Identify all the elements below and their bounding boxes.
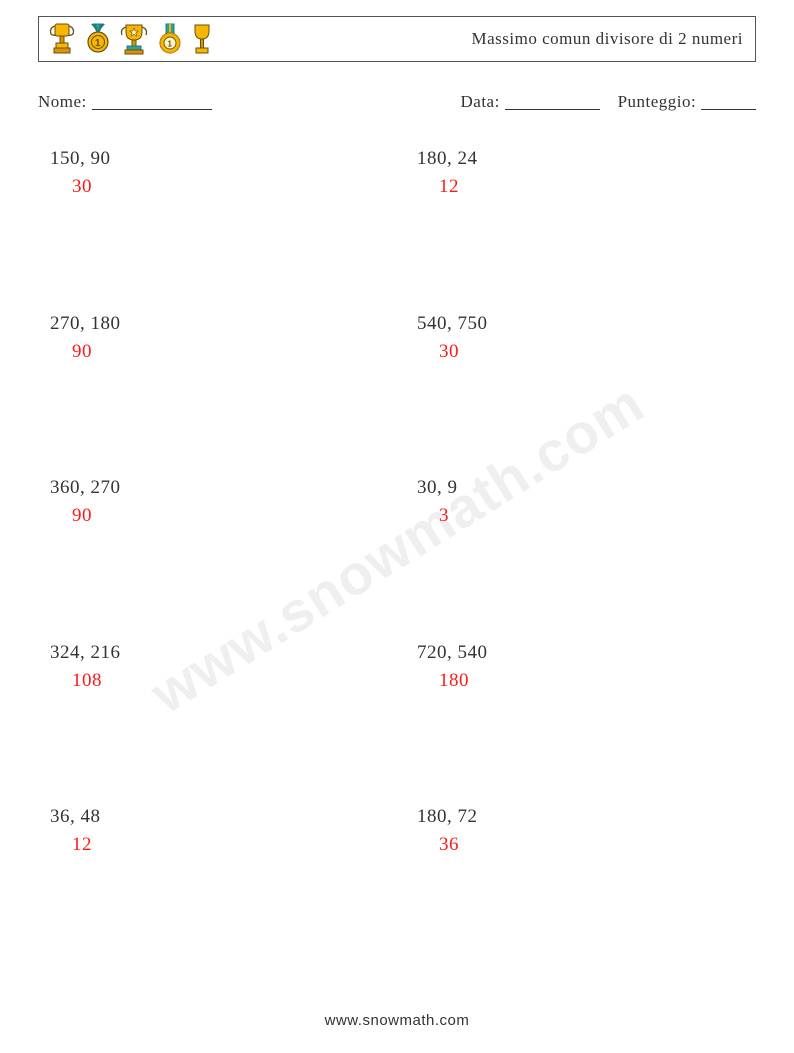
problem-question: 720, 540 bbox=[417, 642, 744, 664]
problem-answer: 108 bbox=[50, 670, 377, 692]
trophy-handles-icon bbox=[47, 22, 77, 56]
worksheet-title: Massimo comun divisore di 2 numeri bbox=[471, 29, 743, 49]
problem-item: 36, 48 12 bbox=[50, 798, 377, 963]
data-blank[interactable] bbox=[505, 93, 600, 110]
header-box: 1 bbox=[38, 16, 756, 62]
problem-question: 360, 270 bbox=[50, 477, 377, 499]
problem-item: 30, 9 3 bbox=[417, 469, 744, 634]
problem-question: 540, 750 bbox=[417, 313, 744, 335]
problem-item: 150, 90 30 bbox=[50, 140, 377, 305]
problem-answer: 90 bbox=[50, 341, 377, 363]
problem-question: 180, 72 bbox=[417, 806, 744, 828]
medal-icon: 1 bbox=[85, 22, 111, 56]
problem-question: 30, 9 bbox=[417, 477, 744, 499]
problem-item: 270, 180 90 bbox=[50, 305, 377, 470]
goblet-icon bbox=[191, 22, 213, 56]
punteggio-label: Punteggio: bbox=[618, 92, 697, 111]
trophy-star-icon bbox=[119, 22, 149, 56]
problem-answer: 180 bbox=[417, 670, 744, 692]
problem-answer: 12 bbox=[417, 176, 744, 198]
problem-item: 720, 540 180 bbox=[417, 634, 744, 799]
problem-item: 180, 72 36 bbox=[417, 798, 744, 963]
meta-nome: Nome: bbox=[38, 90, 212, 112]
problems-grid: 150, 90 30 180, 24 12 270, 180 90 540, 7… bbox=[50, 140, 744, 963]
problem-question: 150, 90 bbox=[50, 148, 377, 170]
data-label: Data: bbox=[461, 92, 500, 111]
problem-answer: 30 bbox=[50, 176, 377, 198]
problem-answer: 36 bbox=[417, 834, 744, 856]
problem-answer: 12 bbox=[50, 834, 377, 856]
problem-answer: 30 bbox=[417, 341, 744, 363]
meta-data: Data: bbox=[461, 90, 600, 112]
footer-url: www.snowmath.com bbox=[0, 1012, 794, 1029]
problem-answer: 3 bbox=[417, 505, 744, 527]
nome-label: Nome: bbox=[38, 92, 87, 111]
nome-blank[interactable] bbox=[92, 93, 212, 110]
meta-row: Nome: Data: Punteggio: bbox=[38, 90, 756, 112]
punteggio-blank[interactable] bbox=[701, 93, 756, 110]
meta-punteggio: Punteggio: bbox=[618, 90, 756, 112]
problem-item: 180, 24 12 bbox=[417, 140, 744, 305]
problem-question: 270, 180 bbox=[50, 313, 377, 335]
problem-item: 360, 270 90 bbox=[50, 469, 377, 634]
header-icons: 1 bbox=[47, 22, 213, 56]
svg-text:1: 1 bbox=[168, 40, 173, 49]
rosette-medal-icon: 1 bbox=[157, 22, 183, 56]
problem-item: 324, 216 108 bbox=[50, 634, 377, 799]
svg-text:1: 1 bbox=[95, 38, 101, 49]
problem-question: 36, 48 bbox=[50, 806, 377, 828]
problem-question: 180, 24 bbox=[417, 148, 744, 170]
problem-question: 324, 216 bbox=[50, 642, 377, 664]
problem-answer: 90 bbox=[50, 505, 377, 527]
problem-item: 540, 750 30 bbox=[417, 305, 744, 470]
